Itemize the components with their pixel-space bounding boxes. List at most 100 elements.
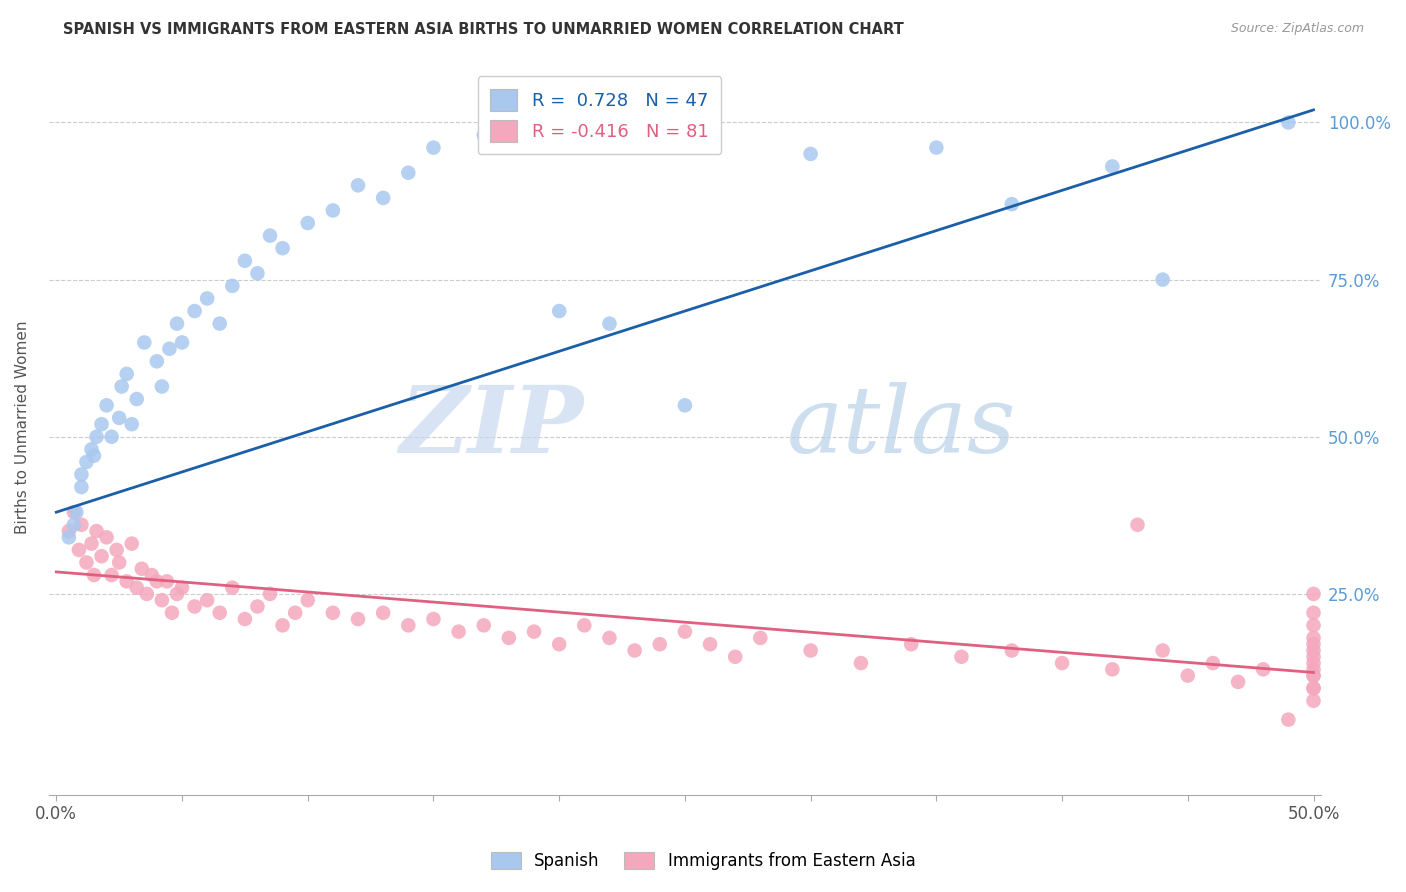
Point [86, 430, 108, 444]
Point [1302, 668, 1324, 682]
Point [221, 581, 243, 595]
Point [1152, 643, 1174, 657]
Point [146, 354, 169, 368]
Point [115, 574, 138, 589]
Point [156, 574, 179, 589]
Point [297, 593, 319, 607]
Point [115, 367, 138, 381]
Point [160, 606, 183, 620]
Point [673, 398, 696, 412]
Text: atlas: atlas [787, 383, 1017, 473]
Point [1227, 674, 1250, 689]
Point [108, 556, 131, 570]
Point [322, 203, 344, 218]
Point [170, 335, 193, 350]
Point [70, 480, 93, 494]
Point [523, 624, 546, 639]
Point [699, 637, 721, 651]
Point [900, 637, 922, 651]
Point [134, 335, 156, 350]
Point [373, 606, 395, 620]
Point [598, 317, 620, 331]
Point [1251, 662, 1274, 676]
Point [849, 656, 872, 670]
Point [75, 455, 97, 469]
Point [574, 618, 596, 632]
Point [146, 574, 169, 589]
Point [1277, 713, 1299, 727]
Point [1302, 681, 1324, 696]
Point [1126, 517, 1149, 532]
Point [422, 612, 444, 626]
Point [1202, 656, 1225, 670]
Point [322, 606, 344, 620]
Point [208, 606, 231, 620]
Point [90, 549, 112, 564]
Point [284, 606, 307, 620]
Point [70, 517, 93, 532]
Point [373, 191, 395, 205]
Point [623, 643, 645, 657]
Point [1277, 115, 1299, 129]
Point [86, 524, 108, 538]
Point [396, 618, 419, 632]
Point [1001, 197, 1024, 211]
Point [195, 292, 218, 306]
Point [1302, 631, 1324, 645]
Point [271, 618, 294, 632]
Point [1101, 160, 1123, 174]
Point [80, 442, 103, 457]
Point [166, 587, 188, 601]
Point [141, 568, 163, 582]
Point [347, 178, 370, 193]
Point [170, 581, 193, 595]
Point [422, 140, 444, 154]
Point [749, 631, 772, 645]
Point [233, 253, 256, 268]
Point [1050, 656, 1073, 670]
Point [1101, 662, 1123, 676]
Point [125, 581, 148, 595]
Point [297, 216, 319, 230]
Point [75, 556, 97, 570]
Point [800, 147, 823, 161]
Point [125, 392, 148, 406]
Point [221, 279, 243, 293]
Point [1302, 643, 1324, 657]
Point [598, 631, 620, 645]
Point [548, 637, 571, 651]
Point [259, 228, 281, 243]
Point [1302, 681, 1324, 696]
Point [63, 517, 86, 532]
Point [111, 379, 134, 393]
Point [1302, 694, 1324, 708]
Point [233, 612, 256, 626]
Point [83, 568, 105, 582]
Point [950, 649, 973, 664]
Point [83, 449, 105, 463]
Point [67, 542, 90, 557]
Point [396, 166, 419, 180]
Point [100, 568, 122, 582]
Point [1302, 668, 1324, 682]
Text: SPANISH VS IMMIGRANTS FROM EASTERN ASIA BIRTHS TO UNMARRIED WOMEN CORRELATION CH: SPANISH VS IMMIGRANTS FROM EASTERN ASIA … [63, 22, 904, 37]
Text: ZIP: ZIP [399, 383, 583, 473]
Point [1177, 668, 1199, 682]
Point [347, 612, 370, 626]
Y-axis label: Births to Unmarried Women: Births to Unmarried Women [15, 320, 30, 534]
Point [63, 505, 86, 519]
Point [447, 624, 470, 639]
Point [1302, 649, 1324, 664]
Point [673, 624, 696, 639]
Point [121, 417, 143, 432]
Point [150, 593, 173, 607]
Point [1302, 606, 1324, 620]
Point [498, 631, 520, 645]
Point [724, 649, 747, 664]
Point [195, 593, 218, 607]
Point [271, 241, 294, 255]
Point [70, 467, 93, 482]
Point [259, 587, 281, 601]
Point [131, 562, 153, 576]
Point [65, 505, 87, 519]
